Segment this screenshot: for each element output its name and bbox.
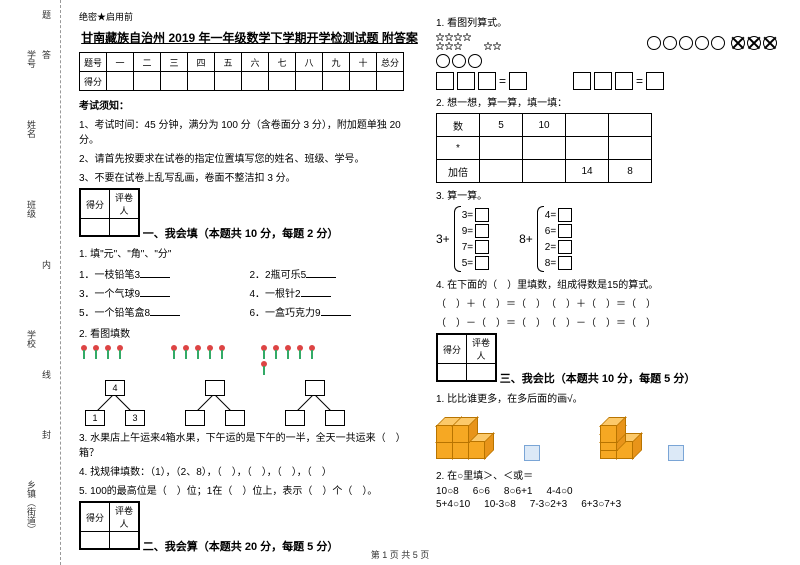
section-3-title: 三、我会比（本题共 10 分，每题 5 分） xyxy=(500,373,696,385)
fill-item: 6．一盒巧克力9 xyxy=(250,304,421,319)
cell: 七 xyxy=(269,53,296,72)
cell: 评卷人 xyxy=(110,190,139,219)
cell: 六 xyxy=(242,53,269,72)
cell: 加倍 xyxy=(437,160,480,183)
star-equation-row xyxy=(436,54,777,68)
cell: 8 xyxy=(609,160,652,183)
fill-item: 1．一枝铅笔3 xyxy=(79,266,250,281)
spine-label: 内 xyxy=(40,260,53,269)
question: 2. 在○里填＞、＜或＝ xyxy=(436,467,777,482)
cell: 五 xyxy=(215,53,242,72)
calc-brackets: 3+ 3= 9= 7= 5= 8+ 4= 6= 2= 8= xyxy=(436,206,777,272)
cell: 得分 xyxy=(81,190,110,219)
spine-label: 学号 xyxy=(25,50,38,68)
cell: 得分 xyxy=(438,335,467,364)
compare-row: 5+4○1010-3○87-3○2+36+3○7+3 xyxy=(436,499,777,510)
grader-box: 得分评卷人 xyxy=(79,501,140,550)
cube-compare xyxy=(436,411,777,461)
prefix: 8+ xyxy=(519,232,533,246)
cell: 总分 xyxy=(377,53,404,72)
node xyxy=(205,380,225,396)
cell: 数 xyxy=(437,114,480,137)
question: 4. 找规律填数：（1），（2、8），（ ），（ ），（ ），（ ） xyxy=(79,463,420,478)
cell: 二 xyxy=(134,53,161,72)
spine-label: 乡镇（街道） xyxy=(25,480,38,534)
question-sub: （ ）＋（ ）＝（ ） （ ）＋（ ）＝（ ） xyxy=(436,295,777,310)
question: 2. 想一想，算一算，填一填： xyxy=(436,94,777,109)
node xyxy=(185,410,205,426)
cell: 评卷人 xyxy=(467,335,496,364)
notice-line: 2、请首先按要求在试卷的指定位置填写您的姓名、班级、学号。 xyxy=(79,150,420,165)
cell: 得分 xyxy=(81,503,110,532)
fill-item: 2．2瓶可乐5 xyxy=(250,266,421,281)
grader-box: 得分评卷人 xyxy=(79,188,140,237)
notice-line: 1、考试时间：45 分钟，满分为 100 分（含卷面分 3 分），附加题单独 2… xyxy=(79,116,420,146)
question-sub: （ ）－（ ）＝（ ） （ ）－（ ）＝（ ） xyxy=(436,314,777,329)
compare-row: 10○86○68○6+14-4○0 xyxy=(436,486,777,497)
cell: 得分 xyxy=(80,72,107,91)
check-box xyxy=(668,445,684,461)
score-table: 题号 一二三四五六七八九十总分 得分 xyxy=(79,52,404,91)
node xyxy=(285,410,305,426)
spine-label: 封 xyxy=(40,430,53,439)
node xyxy=(325,410,345,426)
spine-label: 班级 xyxy=(25,200,38,218)
question: 3. 算一算。 xyxy=(436,187,777,202)
grader-box: 得分评卷人 xyxy=(436,333,497,382)
spine-label: 答 xyxy=(40,50,53,59)
flower-groups xyxy=(79,345,420,375)
cell: 10 xyxy=(523,114,566,137)
classification: 绝密★启用前 xyxy=(79,10,420,23)
blank-equation: = = xyxy=(436,72,777,90)
question: 1. 看图列算式。 xyxy=(436,14,777,29)
section-1-title: 一、我会填（本题共 10 分，每题 2 分） xyxy=(143,228,339,240)
node: 1 xyxy=(85,410,105,426)
cell: 题号 xyxy=(80,53,107,72)
notice-line: 3、不要在试卷上乱写乱画，卷面不整洁扣 3 分。 xyxy=(79,169,420,184)
node xyxy=(305,380,325,396)
spine-label: 题 xyxy=(40,10,53,19)
spine-label: 线 xyxy=(40,370,53,379)
question: 5. 100的最高位是（ ）位；1在（ ）位上，表示（ ）个（ ）。 xyxy=(79,482,420,497)
fill-item: 5．一个铅笔盒8 xyxy=(79,304,250,319)
fill-item: 3．一个气球9 xyxy=(79,285,250,300)
page-footer: 第 1 页 共 5 页 xyxy=(0,548,800,561)
cell: 十 xyxy=(350,53,377,72)
cell: 评卷人 xyxy=(110,503,139,532)
question: 2. 看图填数 xyxy=(79,325,420,340)
cell: * xyxy=(437,137,480,160)
cell: 5 xyxy=(480,114,523,137)
cell: 八 xyxy=(296,53,323,72)
cell: 四 xyxy=(188,53,215,72)
spine-label: 姓名 xyxy=(25,120,38,138)
question: 4. 在下面的（ ）里填数，组成得数是15的算式。 xyxy=(436,276,777,291)
exam-title: 甘南藏族自治州 2019 年一年级数学下学期开学检测试题 附答案 xyxy=(79,29,420,46)
notice-heading: 考试须知： xyxy=(79,97,420,112)
node xyxy=(225,410,245,426)
node: 3 xyxy=(125,410,145,426)
cell: 一 xyxy=(107,53,134,72)
spine-label: 学校 xyxy=(25,330,38,348)
star-equation xyxy=(436,33,777,50)
question: 3. 水果店上午运来4箱水果，下午运的是下午的一半，全天一共运来（ ）箱？ xyxy=(79,429,420,459)
double-table: 数510 * 加倍 148 xyxy=(436,113,652,183)
node: 4 xyxy=(105,380,125,396)
cell: 九 xyxy=(323,53,350,72)
cell: 三 xyxy=(161,53,188,72)
check-box xyxy=(524,445,540,461)
cell: 14 xyxy=(566,160,609,183)
question: 1. 比比谁更多，在多后面的画√。 xyxy=(436,390,777,405)
question: 1. 填"元"、"角"、"分" xyxy=(79,245,420,260)
tree-diagrams: 4 1 3 xyxy=(79,380,420,425)
fill-item: 4．一根针2 xyxy=(250,285,421,300)
prefix: 3+ xyxy=(436,232,450,246)
